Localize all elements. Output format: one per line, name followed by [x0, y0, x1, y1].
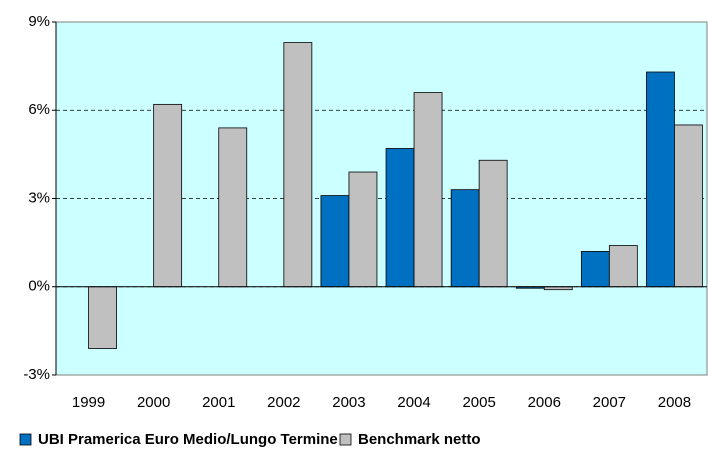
legend-text: UBI Pramerica Euro Medio/Lungo Termine — [38, 431, 338, 448]
legend-swatch — [19, 433, 32, 446]
bar — [320, 195, 350, 288]
x-tick-label: 2004 — [397, 394, 430, 411]
bar — [153, 103, 183, 288]
y-tick-label: 3% — [28, 189, 50, 206]
bar — [450, 189, 480, 288]
x-tick-label: 2006 — [528, 394, 561, 411]
bar — [218, 127, 248, 288]
y-tick-label: 0% — [28, 278, 50, 295]
bar — [348, 171, 378, 288]
legend-text: Benchmark netto — [358, 431, 481, 448]
bar — [674, 124, 703, 288]
x-tick-label: 1999 — [72, 394, 105, 411]
x-tick-label: 2005 — [462, 394, 495, 411]
bar — [646, 71, 675, 288]
x-tick-label: 2008 — [658, 394, 691, 411]
x-tick-label: 2003 — [332, 394, 365, 411]
bar — [385, 148, 415, 288]
bar — [608, 245, 638, 288]
x-tick-label: 2007 — [593, 394, 626, 411]
legend-swatch — [339, 433, 352, 446]
bar — [413, 92, 443, 288]
bar — [478, 159, 508, 288]
x-tick-label: 2000 — [137, 394, 170, 411]
y-tick-label: 6% — [28, 101, 50, 118]
y-tick-label: 9% — [28, 13, 50, 30]
y-tick-label: -3% — [23, 366, 50, 383]
bar — [88, 286, 117, 349]
x-tick-label: 2002 — [267, 394, 300, 411]
bar — [580, 251, 610, 288]
x-tick-label: 2001 — [202, 394, 235, 411]
bar — [283, 42, 313, 288]
